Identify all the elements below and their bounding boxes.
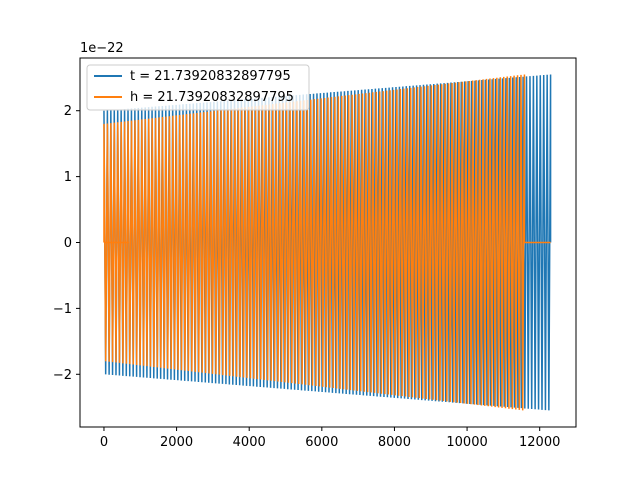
x-tick-label: 4000 — [233, 435, 266, 450]
legend-box — [86, 64, 310, 111]
series-line-h — [103, 74, 551, 411]
legend-label-h: h = 21.73920832897795 — [130, 90, 294, 105]
x-tick-label: 2000 — [160, 435, 193, 450]
y-tick-label: 0 — [64, 236, 72, 251]
legend: t = 21.73920832897795 h = 21.73920832897… — [86, 64, 310, 111]
x-axis: 0 2000 4000 6000 8000 10000 12000 — [100, 427, 560, 450]
series-layer — [103, 74, 552, 411]
x-tick-label: 6000 — [305, 435, 338, 450]
y-tick-label: −1 — [53, 302, 72, 317]
legend-label-t: t = 21.73920832897795 — [130, 69, 291, 84]
x-tick-label: 12000 — [519, 435, 560, 450]
x-tick-label: 0 — [100, 435, 108, 450]
y-axis: −2 −1 0 1 2 — [53, 104, 80, 383]
x-tick-label: 10000 — [446, 435, 487, 450]
y-tick-label: −2 — [53, 368, 72, 383]
y-tick-label: 2 — [64, 104, 72, 119]
y-offset-label: 1e−22 — [80, 41, 124, 56]
x-tick-label: 8000 — [378, 435, 411, 450]
y-tick-label: 1 — [64, 170, 72, 185]
